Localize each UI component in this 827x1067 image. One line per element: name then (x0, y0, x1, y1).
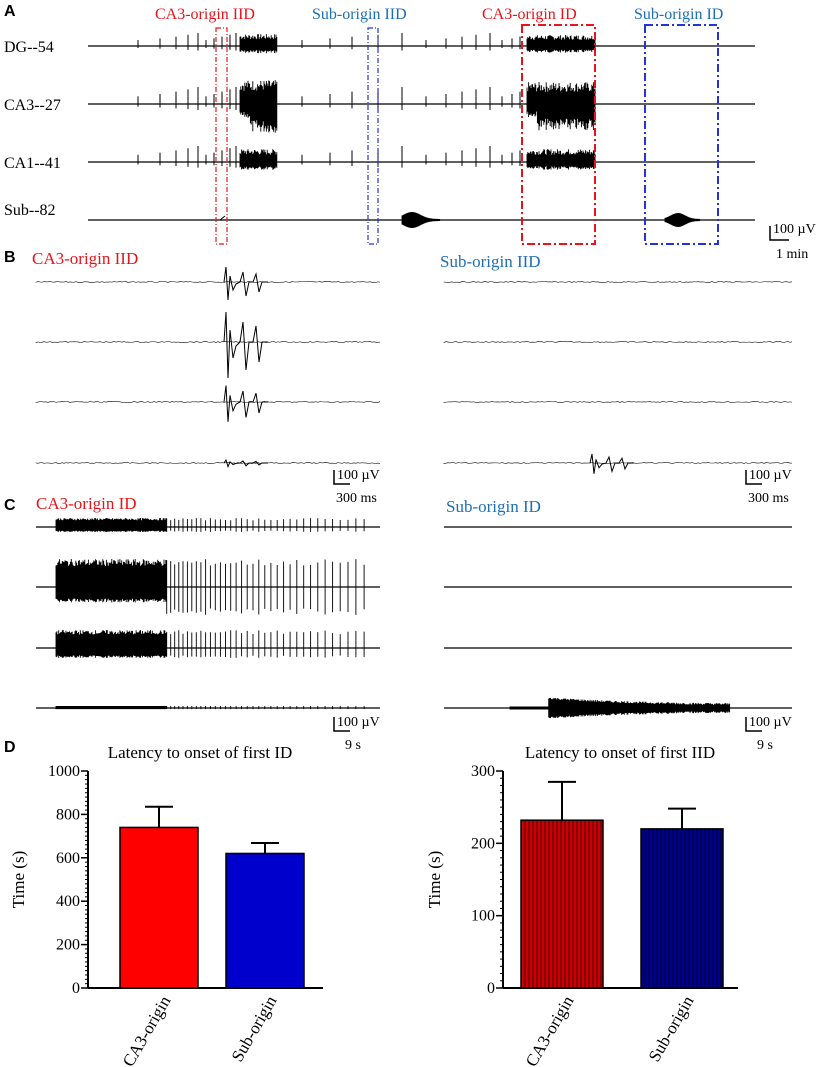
trace-c-left-burst-1 (55, 559, 365, 615)
scale-t-b-right: 300 ms (748, 491, 789, 506)
y-axis-label-1: Time (s) (425, 851, 444, 908)
bar-chart-0: Latency to onset of first ID 0 200 400 600 80… (9, 743, 323, 1067)
panel-c-traces (36, 518, 792, 719)
box-sub-id (644, 24, 719, 245)
trace-b-right-1 (443, 341, 793, 344)
trace-a-0 (88, 33, 755, 54)
trace-a-burst (239, 149, 278, 170)
scale-t-c-left: 9 s (345, 738, 361, 753)
trace-b-left-0 (35, 281, 381, 283)
y-tick-label: 400 (56, 893, 80, 910)
trace-a-spikes (137, 146, 521, 168)
panel-c-right-title: Sub-origin ID (446, 497, 541, 516)
trace-a-burst (526, 35, 596, 53)
trace-a-sub-spike (219, 215, 226, 221)
trace-a-1 (88, 80, 755, 133)
x-tick-label: Sub-origin (228, 992, 281, 1065)
iid-waveform-sub-right (589, 453, 634, 474)
trace-a-spikes (137, 87, 521, 110)
box-ca3-iid (215, 27, 228, 245)
chart-title-0: Latency to onset of first ID (108, 743, 293, 762)
panel-a-traces (88, 33, 755, 228)
panel-b: CA3-origin IID Sub-origin IID 100 µV 300… (32, 249, 793, 506)
panel-b-right-title: Sub-origin IID (440, 252, 541, 271)
y-tick-label: 100 (471, 908, 495, 925)
trace-b-right-0 (443, 281, 793, 283)
box-label-sub-id: Sub-origin ID (634, 6, 723, 23)
y-tick-label: 0 (72, 980, 80, 997)
scale-bar-b-right (745, 470, 762, 485)
trace-b-left-1 (35, 341, 381, 344)
trace-a-3 (88, 212, 755, 228)
scale-bar-c-right (745, 717, 762, 732)
trace-label-ca1: CA1--41 (4, 155, 61, 172)
trace-label-ca3: CA3--27 (4, 97, 61, 114)
trace-label-dg: DG--54 (4, 39, 54, 56)
panel-b-left-title: CA3-origin IID (32, 249, 138, 268)
panel-d: Latency to onset of first ID 0 200 400 600 80… (9, 743, 738, 1067)
box-label-ca3-iid: CA3-origin IID (155, 6, 255, 23)
trace-b-left-2 (35, 401, 381, 403)
panel-label-d: D (4, 739, 16, 756)
y-tick-label: 200 (56, 937, 80, 954)
y-axis-label-0: Time (s) (9, 851, 28, 908)
trace-b-right-2 (443, 401, 793, 403)
x-tick-label: Sub-origin (645, 992, 698, 1065)
scale-bar-c-left (333, 717, 350, 732)
bar-CA3-origin (119, 826, 199, 989)
box-ca3-id (521, 24, 596, 245)
trace-a-spikes (137, 33, 521, 51)
scale-v-a: 100 µV (773, 222, 816, 237)
trace-a-burst (526, 82, 596, 131)
panel-label-a: A (4, 3, 16, 20)
y-tick-label: 200 (471, 835, 495, 852)
trace-a-burst (239, 80, 278, 133)
trace-a-2 (88, 146, 755, 170)
panel-a: CA3-origin IID Sub-origin IID CA3-origin… (4, 6, 816, 262)
iid-waveform-dg (223, 266, 268, 301)
panel-c-left-title: CA3-origin ID (36, 494, 137, 513)
y-tick-label: 600 (56, 850, 80, 867)
y-tick-label: 300 (471, 763, 495, 780)
chart-title-1: Latency to onset of first IID (525, 743, 715, 762)
trace-c-left-burst-2 (55, 630, 365, 658)
panel-b-traces (35, 266, 793, 474)
box-label-ca3-id: CA3-origin ID (482, 6, 577, 23)
scale-v-c-left: 100 µV (337, 715, 380, 730)
panel-c: CA3-origin ID Sub-origin ID 100 µV 9 s 1… (36, 494, 792, 753)
scale-t-c-right: 9 s (757, 738, 773, 753)
bar-chart-1: Latency to onset of first IID 0 100 200 300 T… (425, 743, 738, 1067)
y-tick-label: 1000 (48, 763, 80, 780)
scale-v-b-left: 100 µV (337, 468, 380, 483)
x-tick-label: CA3-origin (119, 992, 175, 1067)
panel-label-b: B (4, 249, 16, 266)
x-tick-label: CA3-origin (522, 992, 578, 1067)
trace-a-burst (239, 34, 278, 54)
iid-waveform-sub-left (223, 458, 268, 469)
bar-CA3-origin (520, 819, 604, 989)
box-label-sub-iid: Sub-origin IID (312, 6, 407, 23)
scale-t-b-left: 300 ms (336, 491, 377, 506)
trace-a-sub-events (401, 212, 700, 228)
scale-v-c-right: 100 µV (749, 715, 792, 730)
scale-v-b-right: 100 µV (749, 468, 792, 483)
iid-waveform-ca3 (223, 311, 268, 379)
scale-t-a: 1 min (776, 247, 808, 262)
y-tick-label: 0 (487, 980, 495, 997)
panel-label-c: C (4, 497, 16, 514)
bar-Sub-origin (225, 852, 305, 989)
bar-Sub-origin (640, 828, 724, 989)
scale-bar-a (769, 226, 789, 241)
scale-bar-b-left (333, 470, 350, 485)
box-sub-iid (367, 27, 379, 245)
trace-label-sub: Sub--82 (4, 202, 56, 219)
trace-c-right-sub-burst (509, 697, 731, 719)
iid-waveform-ca1 (223, 385, 268, 422)
trace-a-burst (526, 149, 596, 170)
trace-b-left-3 (35, 461, 381, 464)
trace-c-left-burst-3 (55, 706, 365, 710)
trace-c-left-burst-0 (55, 518, 365, 532)
y-tick-label: 800 (56, 806, 80, 823)
